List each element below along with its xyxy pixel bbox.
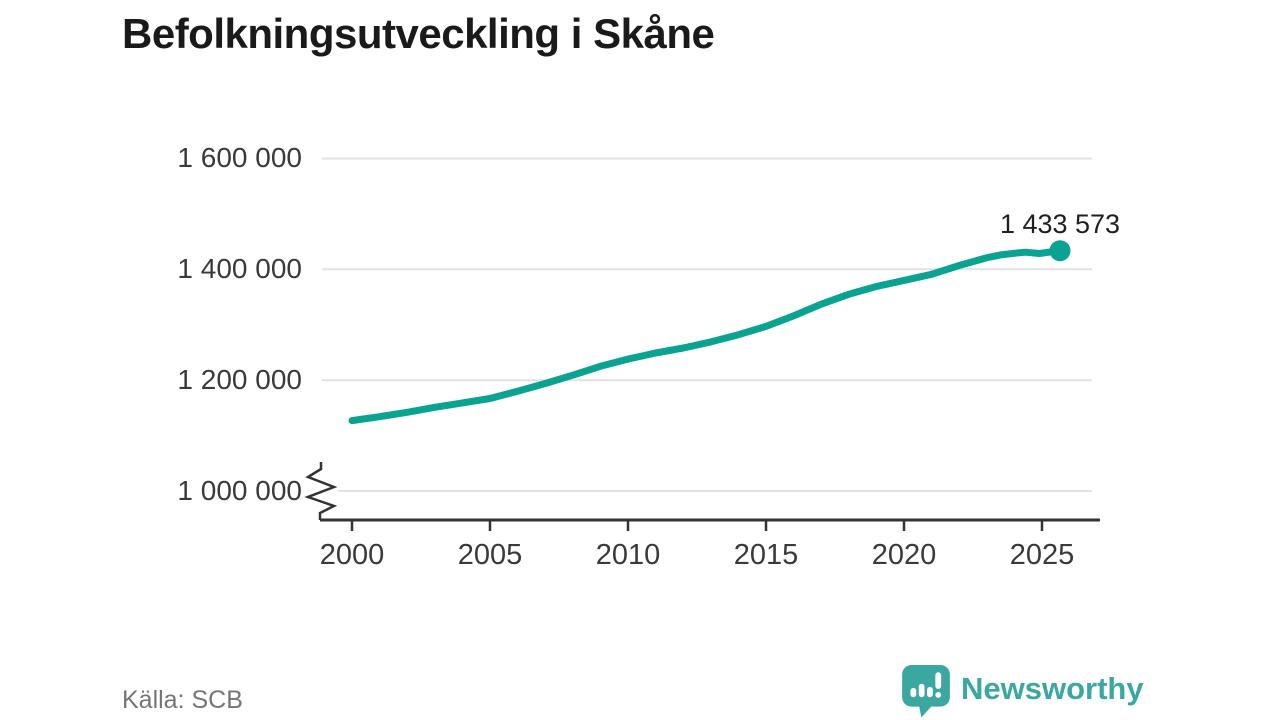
newsworthy-logo-icon xyxy=(902,665,950,718)
latest-value-label: 1 433 573 xyxy=(999,209,1121,239)
population-line-series xyxy=(348,247,1064,425)
y-axis-tick-label: 1 200 000 xyxy=(177,364,302,395)
x-axis-tick-label: 2025 xyxy=(1009,539,1075,571)
y-axis-tick-label: 1 600 000 xyxy=(177,142,302,173)
newsworthy-brand-link[interactable]: Newsworthy xyxy=(901,664,1161,718)
y-axis-tick-label: 1 400 000 xyxy=(177,253,302,284)
axis-break-icon xyxy=(304,462,338,520)
x-axis-tick-label: 2020 xyxy=(871,539,937,571)
chart-title: Befolkningsutveckling i Skåne xyxy=(122,10,715,57)
y-axis-tick-label: 1 000 000 xyxy=(177,475,302,506)
x-axis-tick-label: 2005 xyxy=(457,539,523,571)
source-note: Källa: SCB xyxy=(122,686,243,714)
newsworthy-wordmark: Newsworthy xyxy=(961,671,1144,706)
x-axis-tick-label: 2015 xyxy=(733,539,799,571)
x-axis-tick-label: 2000 xyxy=(319,539,385,571)
x-axis-tick-label: 2010 xyxy=(595,539,661,571)
end-point-dot xyxy=(1049,240,1071,262)
